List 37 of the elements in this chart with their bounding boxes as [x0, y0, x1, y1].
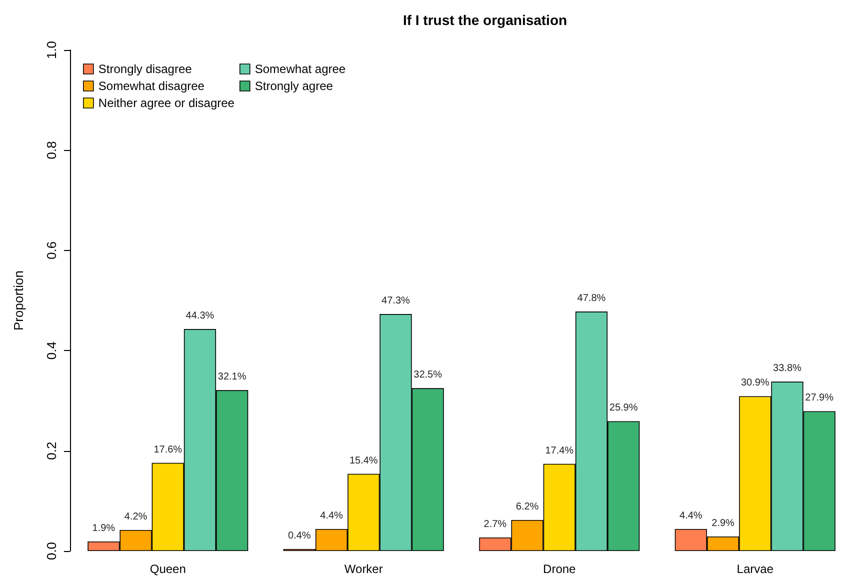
x-tick-label: Queen: [150, 562, 186, 576]
data-label: 0.4%: [288, 530, 311, 542]
data-label: 32.5%: [414, 370, 442, 381]
data-label: 17.4%: [545, 445, 574, 456]
y-tick-label: 0.2: [44, 442, 59, 460]
data-label: 44.3%: [186, 310, 214, 322]
x-tick-label: Drone: [543, 562, 576, 576]
data-label: 32.1%: [218, 372, 246, 383]
data-label: 25.9%: [609, 402, 638, 414]
legend-label: Somewhat disagree: [98, 79, 205, 93]
x-tick-label: Larvae: [736, 562, 774, 576]
data-label: 2.7%: [484, 518, 507, 530]
chart-title: If I trust the organisation: [402, 12, 568, 28]
data-label: 4.4%: [680, 510, 702, 522]
y-tick-label: 0.8: [44, 141, 59, 160]
legend-label: Neither agree or disagree: [98, 96, 235, 110]
y-axis-title: Proportion: [11, 270, 26, 330]
data-label: 4.2%: [124, 511, 148, 522]
data-label: 17.6%: [154, 444, 182, 456]
y-tick-label: 0.4: [44, 342, 59, 360]
y-tick-label: 0.6: [44, 241, 59, 260]
data-label: 30.9%: [740, 378, 770, 389]
legend-label: Strongly agree: [254, 79, 334, 93]
data-label: 6.2%: [516, 501, 539, 512]
legend-label: Strongly disagree: [98, 62, 192, 76]
data-label: 1.9%: [92, 522, 116, 534]
data-label: 4.4%: [320, 510, 344, 522]
data-label: 47.3%: [382, 296, 410, 307]
data-label: 2.9%: [712, 518, 735, 529]
y-tick-label: 0.0: [44, 542, 59, 560]
data-label: 27.9%: [805, 392, 834, 404]
x-tick-label: Worker: [344, 562, 383, 576]
data-label: 47.8%: [577, 293, 606, 304]
y-tick-label: 1.0: [44, 40, 59, 60]
data-label: 33.8%: [773, 363, 802, 374]
data-label: 15.4%: [349, 455, 378, 466]
legend-label: Somewhat agree: [254, 62, 346, 76]
